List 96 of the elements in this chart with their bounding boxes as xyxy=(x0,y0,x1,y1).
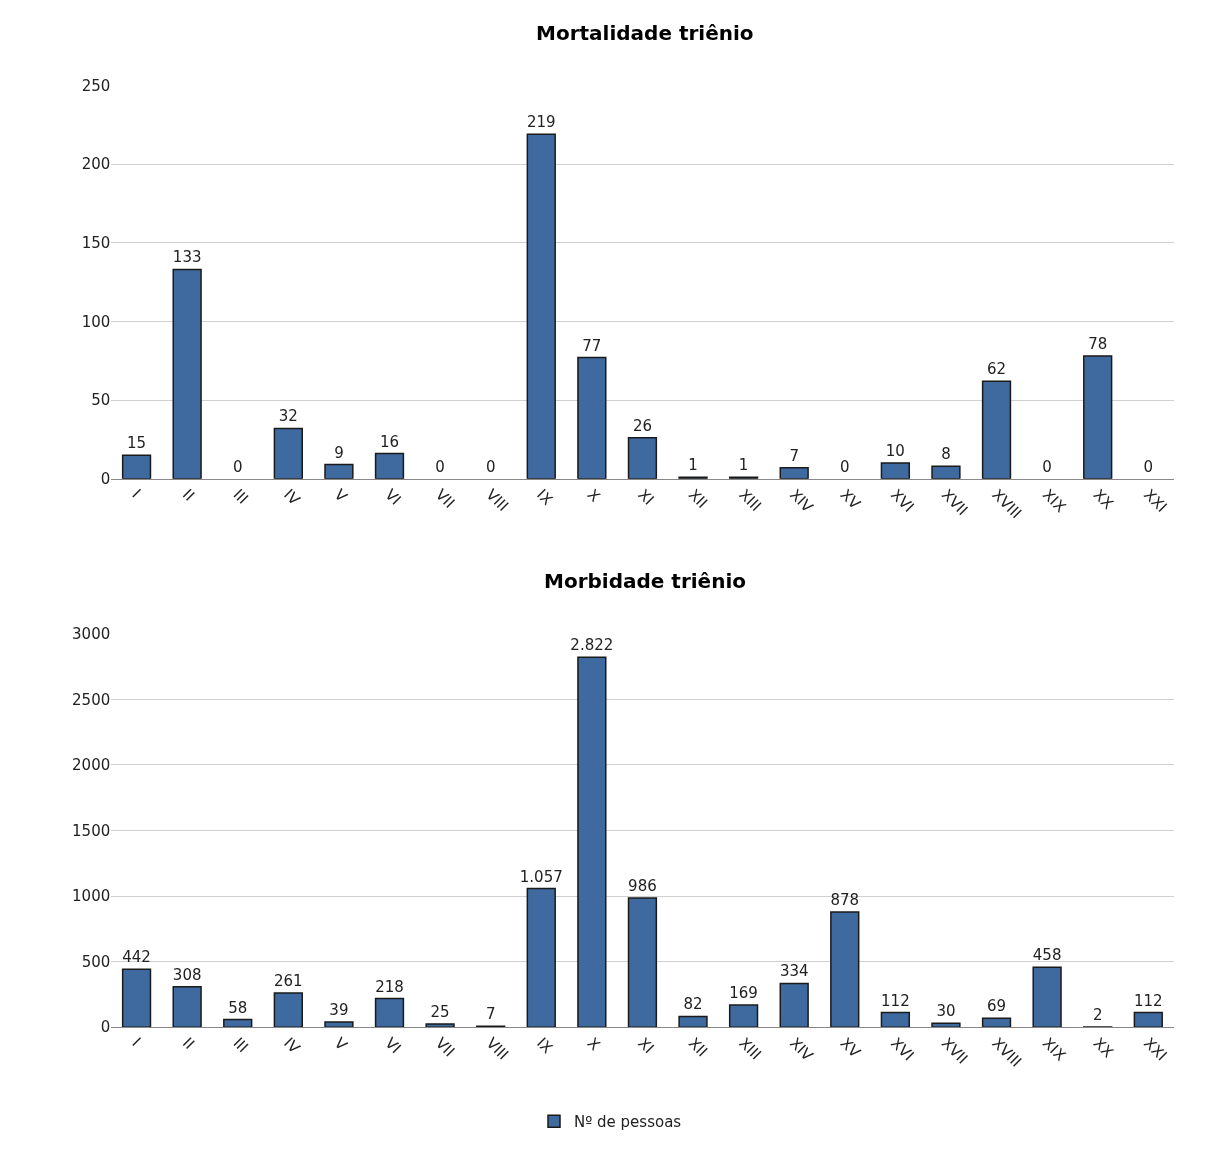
x-tick-label: I xyxy=(128,1034,145,1050)
data-label: 261 xyxy=(274,971,303,990)
x-tick-label: IV xyxy=(280,1034,304,1058)
x-tick-label: VII xyxy=(431,1034,459,1061)
x-tick-label: II xyxy=(179,1034,199,1054)
x-tick-label: XI xyxy=(634,485,658,509)
data-label: 878 xyxy=(830,891,860,910)
y-tick-label: 150 xyxy=(81,233,111,252)
data-label: 1 xyxy=(688,456,698,475)
data-label: 78 xyxy=(1088,335,1108,354)
x-tick-label: XIII xyxy=(735,1034,765,1064)
data-label: 7 xyxy=(485,1005,496,1024)
y-tick-label: 1000 xyxy=(72,887,111,906)
data-label: 458 xyxy=(1032,946,1062,965)
x-tick-label: I xyxy=(128,485,145,502)
x-tick-label: XII xyxy=(684,1034,712,1061)
data-label: 26 xyxy=(632,416,652,435)
data-label: 69 xyxy=(986,997,1007,1016)
y-tick-label: 1500 xyxy=(72,821,111,840)
legend-label: Nº de pessoas xyxy=(574,1113,682,1132)
data-label: 169 xyxy=(729,984,758,1003)
x-tick-label: V xyxy=(330,485,352,507)
data-label: 308 xyxy=(172,965,202,984)
x-tick-label: XIX xyxy=(1038,1034,1070,1065)
x-tick-label: II xyxy=(179,485,199,505)
data-label: 442 xyxy=(122,948,151,967)
data-label: 133 xyxy=(172,248,202,267)
y-tick-label: 3000 xyxy=(72,625,111,644)
data-label: 16 xyxy=(379,432,400,451)
data-label: 10 xyxy=(885,442,905,461)
x-tick-label: V xyxy=(330,1034,352,1055)
data-label: 8 xyxy=(941,445,951,464)
y-tick-label: 0 xyxy=(100,1018,111,1037)
data-label: 218 xyxy=(375,977,404,996)
y-tick-label: 0 xyxy=(100,469,111,488)
chart-title: Morbidade triênio xyxy=(544,569,747,593)
x-tick-label: XII xyxy=(684,485,712,512)
data-label: 112 xyxy=(1133,991,1163,1010)
x-tick-label: VI xyxy=(381,485,405,509)
data-label: 30 xyxy=(936,1002,956,1021)
x-tick-label: XIII xyxy=(735,485,765,516)
x-tick-label: XV xyxy=(836,485,865,514)
x-tick-label: VIII xyxy=(482,485,512,516)
y-tick-label: 50 xyxy=(91,391,111,410)
x-tick-label: XXI xyxy=(1140,1034,1171,1065)
x-tick-label: XVI xyxy=(887,485,918,517)
data-label: 1 xyxy=(738,456,749,475)
data-label: 82 xyxy=(683,995,703,1014)
y-tick-label: 200 xyxy=(81,155,111,174)
x-tick-label: XIX xyxy=(1038,485,1070,517)
x-tick-label: IX xyxy=(533,1034,557,1058)
x-tick-label: XI xyxy=(634,1034,658,1058)
x-tick-label: IX xyxy=(533,485,557,509)
x-tick-label: VI xyxy=(381,1034,405,1058)
data-label: 334 xyxy=(779,962,809,981)
data-label: 0 xyxy=(1143,457,1154,476)
data-label: 58 xyxy=(228,998,248,1017)
x-tick-label: X xyxy=(583,1034,604,1055)
data-label: 32 xyxy=(278,407,298,426)
data-label: 0 xyxy=(232,457,243,476)
x-tick-label: IV xyxy=(280,485,304,510)
x-tick-label: XX xyxy=(1089,485,1117,513)
x-tick-label: XIV xyxy=(786,485,817,517)
x-tick-label: XIV xyxy=(786,1034,817,1065)
x-tick-label: III xyxy=(229,1034,252,1057)
x-tick-label: XXI xyxy=(1140,485,1171,517)
x-tick-label: III xyxy=(229,485,252,508)
data-label: 0 xyxy=(1042,457,1052,476)
x-tick-label: XX xyxy=(1089,1034,1117,1062)
y-tick-label: 100 xyxy=(81,312,111,331)
y-tick-label: 2000 xyxy=(72,756,111,775)
data-label: 25 xyxy=(430,1002,450,1021)
chart-title: Mortalidade triênio xyxy=(536,21,754,45)
x-tick-label: VIII xyxy=(482,1034,512,1064)
x-tick-label: VII xyxy=(431,485,459,512)
data-label: 77 xyxy=(582,336,602,355)
data-label: 1.057 xyxy=(519,867,563,886)
x-tick-label: XVI xyxy=(887,1034,918,1065)
y-tick-label: 250 xyxy=(81,76,111,95)
data-label: 219 xyxy=(526,113,556,132)
data-label: 62 xyxy=(986,360,1007,379)
data-label: 15 xyxy=(127,434,147,453)
data-label: 986 xyxy=(628,876,657,895)
data-label: 2 xyxy=(1092,1005,1103,1024)
x-tick-label: XV xyxy=(836,1034,865,1062)
data-label: 0 xyxy=(840,457,850,476)
data-label: 0 xyxy=(485,457,496,476)
data-label: 2.822 xyxy=(570,636,614,655)
y-tick-label: 500 xyxy=(81,952,111,971)
data-label: 9 xyxy=(334,443,344,462)
data-label: 112 xyxy=(881,991,910,1010)
y-tick-label: 2500 xyxy=(72,690,111,709)
data-label: 0 xyxy=(435,457,445,476)
data-label: 7 xyxy=(789,446,799,465)
data-label: 39 xyxy=(329,1001,349,1020)
x-tick-label: X xyxy=(583,485,604,506)
